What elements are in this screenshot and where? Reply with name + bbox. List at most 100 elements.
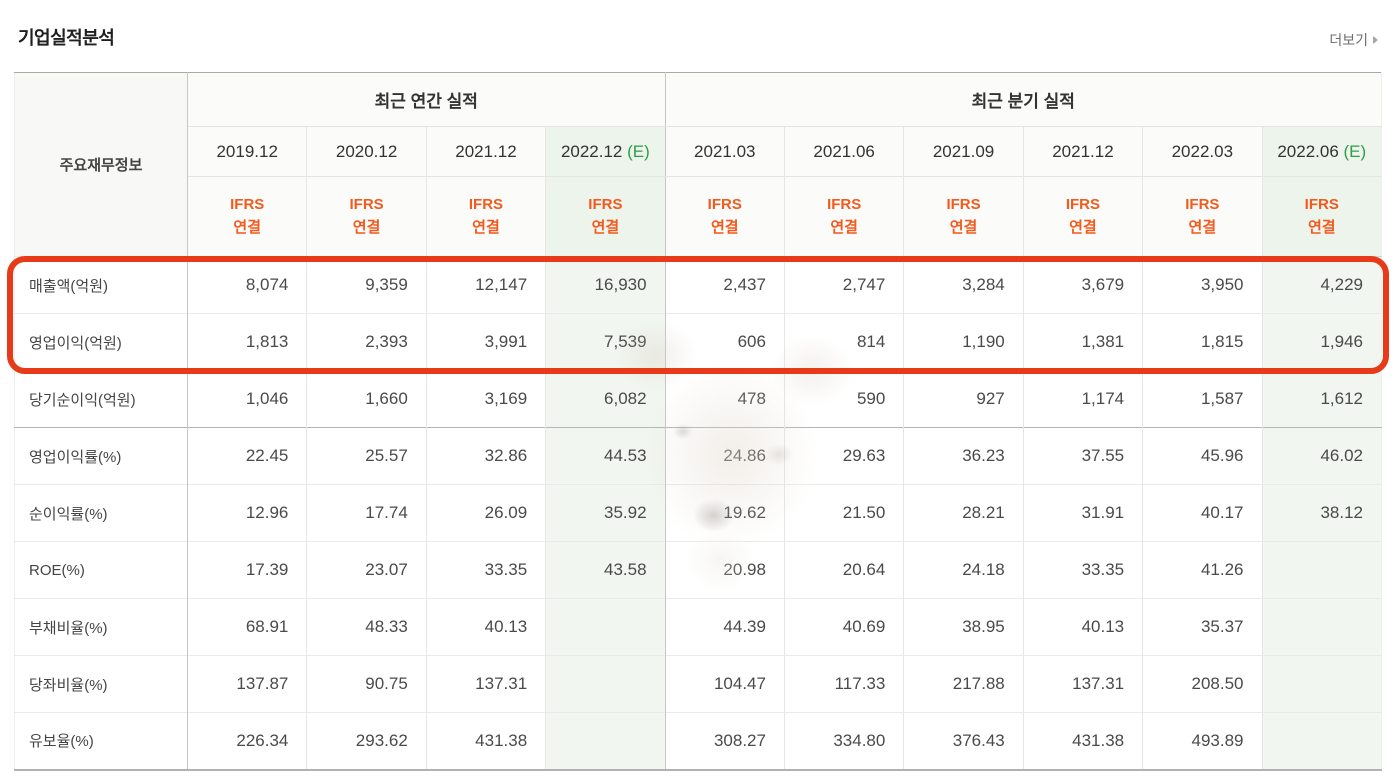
standard-label: IFRS [1304, 196, 1339, 213]
accounting-standard-header: IFRS 연결 [1142, 176, 1263, 257]
value-cell: 22.45 [186, 427, 307, 485]
value-cell: 26.09 [425, 484, 546, 542]
standard-label: IFRS [1185, 196, 1220, 213]
value-cell: 1,587 [1142, 370, 1263, 428]
period-header: 2021.03 [664, 126, 785, 177]
value-cell: 28.21 [903, 484, 1024, 542]
estimate-mark: (E) [1338, 141, 1367, 161]
value-cell: 40.17 [1142, 484, 1263, 542]
header-standard-row: IFRS 연결 IFRS 연결 IFRS 연결 IFRS 연결 IFRS 연결 IFRS 연결 IFRS… [15, 176, 1382, 257]
scope-label: 연결 [830, 218, 858, 236]
more-arrow-icon [1373, 36, 1378, 44]
value-cell: 334.80 [783, 712, 904, 770]
estimate-mark: (E) [622, 141, 650, 161]
value-cell: 217.88 [903, 655, 1024, 713]
period-header: 2022.12 (E) [545, 126, 666, 177]
accounting-standard-header: IFRS 연결 [1022, 176, 1143, 257]
value-cell: 7,539 [545, 313, 666, 371]
value-cell: 1,190 [903, 313, 1024, 371]
group-header: 최근 분기 실적 [664, 72, 1382, 127]
value-cell: 6,082 [545, 370, 666, 428]
row-label: 영업이익(억원) [14, 313, 188, 371]
value-cell: 40.69 [783, 598, 904, 656]
table-row: 매출액(억원) 8,074 9,359 12,147 16,930 2,437 2,747 3… [14, 256, 1382, 314]
period-header: 2022.06 (E) [1261, 126, 1382, 177]
value-cell: 431.38 [425, 712, 546, 770]
panel-header: 기업실적분석 더보기 [0, 0, 1396, 72]
value-cell [1261, 598, 1382, 656]
value-cell: 478 [664, 370, 785, 428]
row-label: 순이익률(%) [14, 484, 188, 542]
value-cell: 1,381 [1022, 313, 1143, 371]
value-cell: 1,815 [1142, 313, 1263, 371]
value-cell: 814 [783, 313, 904, 371]
value-cell: 19.62 [664, 484, 785, 542]
value-cell: 33.35 [425, 541, 546, 599]
value-cell: 208.50 [1142, 655, 1263, 713]
scope-label: 연결 [710, 218, 739, 236]
standard-label: IFRS [230, 196, 265, 213]
value-cell: 293.62 [306, 712, 427, 770]
value-cell: 2,747 [783, 256, 904, 314]
standard-label: IFRS [1065, 196, 1101, 213]
value-cell: 3,950 [1142, 256, 1263, 314]
value-cell: 38.95 [903, 598, 1024, 656]
period-header: 2019.12 [186, 126, 307, 177]
value-cell: 23.07 [306, 541, 427, 599]
value-cell: 24.18 [903, 541, 1024, 599]
value-cell: 4,229 [1261, 256, 1382, 314]
page-title: 기업실적분석 [18, 28, 115, 48]
value-cell: 3,284 [903, 256, 1024, 314]
value-cell: 35.37 [1142, 598, 1263, 656]
accounting-standard-header: IFRS 연결 [425, 176, 546, 257]
table-body: 매출액(억원) 8,074 9,359 12,147 16,930 2,437 2,747 3… [14, 256, 1382, 770]
value-cell: 17.39 [186, 541, 307, 599]
table-head: 주요재무정보 최근 연간 실적 최근 분기 실적 2019.12 2020.12 2021… [14, 72, 1382, 257]
accounting-standard-header: IFRS 연결 [306, 176, 427, 257]
value-cell: 1,174 [1022, 370, 1143, 428]
value-cell [545, 712, 666, 770]
accounting-standard-header: IFRS 연결 [186, 176, 307, 257]
value-cell: 117.33 [783, 655, 904, 713]
accounting-standard-header: IFRS 연결 [903, 176, 1024, 257]
value-cell: 32.86 [425, 427, 546, 485]
accounting-standard-header: IFRS 연결 [783, 176, 904, 257]
row-label: 영업이익률(%) [14, 427, 188, 485]
table-row: 당기순이익(억원) 1,046 1,660 3,169 6,082 478 590 927 1,… [14, 370, 1382, 428]
value-cell: 9,359 [306, 256, 427, 314]
value-cell: 8,074 [186, 256, 307, 314]
table-row: ROE(%) 17.39 23.07 33.35 43.58 20.98 20.64 24.1… [14, 541, 1382, 599]
value-cell: 12.96 [186, 484, 307, 542]
value-cell: 927 [903, 370, 1024, 428]
scope-label: 연결 [352, 218, 381, 236]
value-cell [545, 655, 666, 713]
more-link-label: 더보기 [1329, 32, 1368, 48]
more-link[interactable]: 더보기 [1329, 30, 1378, 50]
standard-label: IFRS [468, 196, 504, 213]
value-cell: 3,679 [1022, 256, 1143, 314]
value-cell: 1,612 [1261, 370, 1382, 428]
value-cell: 29.63 [783, 427, 904, 485]
performance-table: 주요재무정보 최근 연간 실적 최근 분기 실적 2019.12 2020.12 2021… [14, 72, 1382, 771]
value-cell: 44.39 [664, 598, 785, 656]
standard-label: IFRS [707, 196, 742, 213]
value-cell: 40.13 [1022, 598, 1143, 656]
table-row: 부채비율(%) 68.91 48.33 40.13 44.39 40.69 38.95 40.… [14, 598, 1382, 656]
scope-label: 연결 [949, 218, 978, 236]
value-cell: 41.26 [1142, 541, 1263, 599]
value-cell: 3,991 [425, 313, 546, 371]
row-label: ROE(%) [14, 541, 188, 599]
row-label: 매출액(억원) [14, 256, 188, 314]
value-cell: 33.35 [1022, 541, 1143, 599]
standard-label: IFRS [827, 196, 862, 213]
value-cell: 590 [783, 370, 904, 428]
header-period-row: 2019.12 2020.12 2021.12 2022.12 (E) 2021.03 2… [15, 126, 1382, 177]
header-group-row: 주요재무정보 최근 연간 실적 최근 분기 실적 [14, 72, 1382, 257]
scope-label: 연결 [591, 218, 620, 236]
value-cell: 16,930 [545, 256, 666, 314]
value-cell: 38.12 [1261, 484, 1382, 542]
value-cell: 376.43 [903, 712, 1024, 770]
standard-label: IFRS [588, 196, 623, 213]
value-cell: 12,147 [425, 256, 546, 314]
